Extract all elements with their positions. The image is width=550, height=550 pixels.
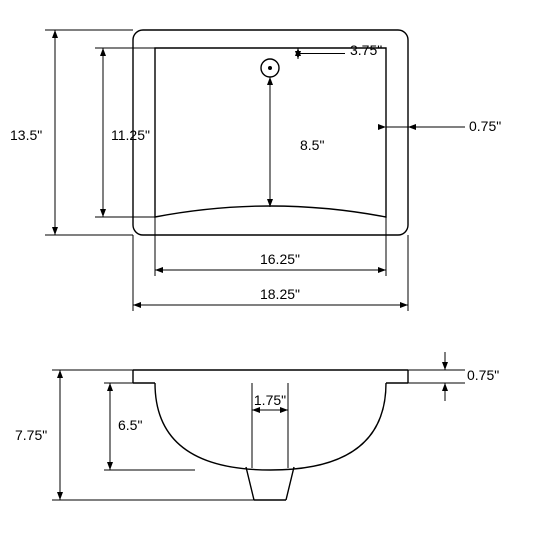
dim-front-overall-label: 7.75": [15, 427, 47, 443]
dim-drain-w-label: 1.75": [254, 392, 286, 408]
drain-center: [268, 66, 272, 70]
dim-front-rim-label: 0.75": [467, 367, 499, 383]
dim-drain-bottom-label: 8.5": [300, 137, 324, 153]
dim-outer-w-label: 18.25": [260, 286, 300, 302]
dim-drain-top-label: 3.75": [350, 42, 382, 58]
dim-inner-h-label: 11.25": [111, 127, 150, 143]
dim-inner-w-label: 16.25": [260, 251, 300, 267]
dim-front-bowl-label: 6.5": [118, 417, 142, 433]
dim-outer-h-label: 13.5": [10, 127, 42, 143]
dim-rim-label: 0.75": [469, 118, 501, 134]
